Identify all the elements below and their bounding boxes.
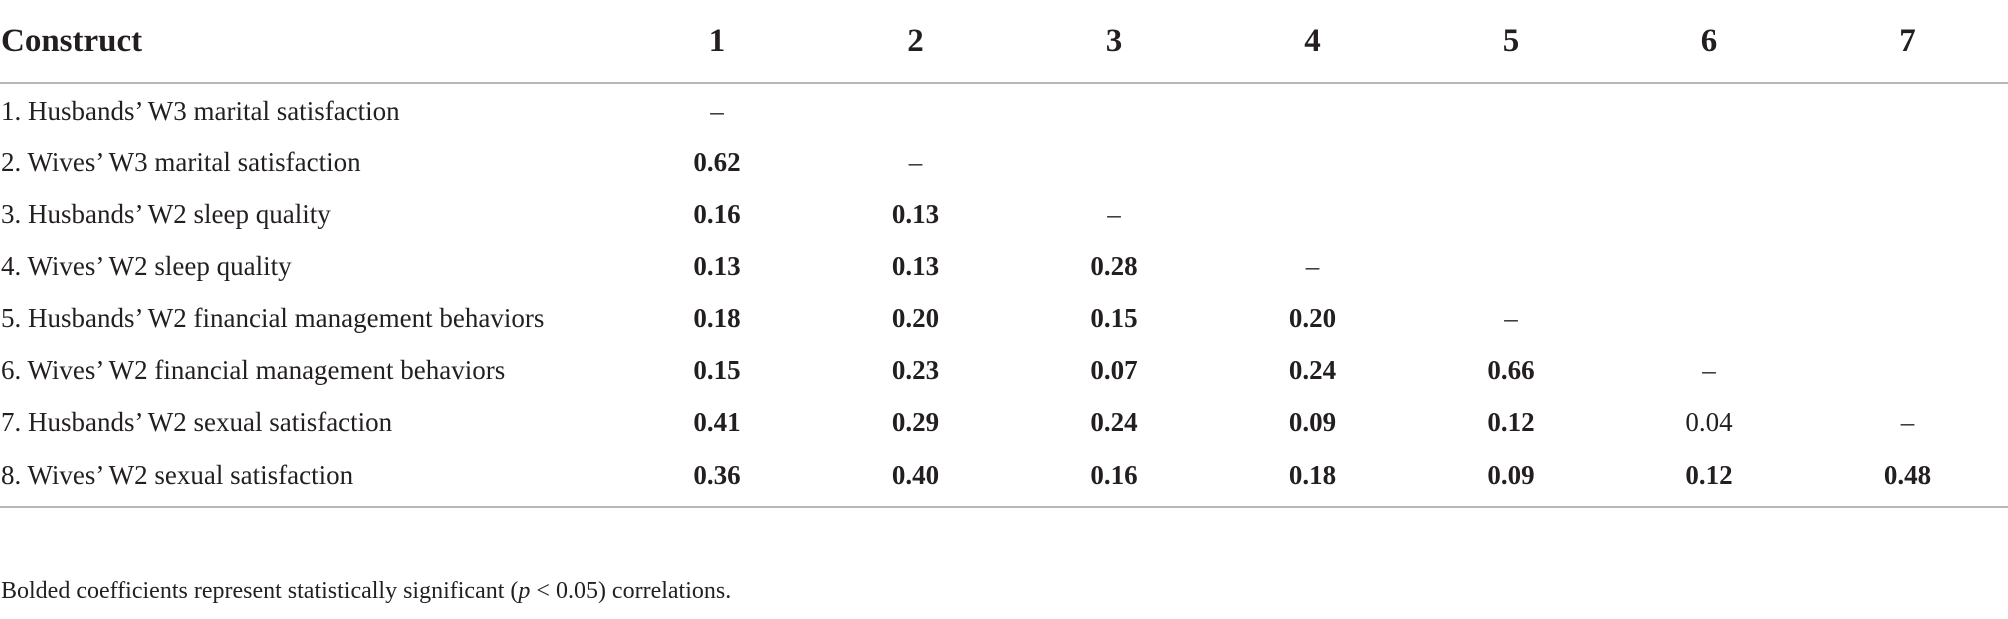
correlation-cell: 0.13 [891, 250, 940, 281]
table-row: 1. Husbands’ W3 marital satisfaction – [0, 83, 2008, 136]
correlation-cell [1807, 344, 2008, 396]
table-row: 6. Wives’ W2 financial management behavi… [0, 344, 2008, 396]
correlation-cell [1611, 136, 1807, 188]
correlation-cell: 0.66 [1487, 354, 1535, 385]
table-row: 8. Wives’ W2 sexual satisfaction 0.36 0.40… [0, 448, 2008, 508]
correlation-cell: – [710, 95, 724, 126]
correlation-cell: 0.62 [693, 146, 741, 177]
correlation-cell: 0.23 [891, 354, 940, 385]
correlation-cell: – [908, 146, 923, 177]
header-col-3: 3 [1014, 0, 1214, 84]
header-col-5: 5 [1411, 0, 1611, 84]
table-body: 1. Husbands’ W3 marital satisfaction –2. … [0, 83, 2008, 508]
correlation-cell: 0.41 [693, 406, 741, 437]
correlation-cell: 0.16 [693, 198, 741, 229]
correlation-cell [1807, 292, 2008, 344]
correlation-cell: 0.48 [1807, 448, 2008, 508]
footnote-text-before: Bolded coefficients represent statistica… [1, 578, 519, 604]
footnote-text-after: < 0.05) correlations. [530, 578, 732, 604]
correlation-cell [1411, 240, 1611, 292]
correlation-cell: – [1702, 354, 1716, 385]
correlation-cell [1611, 188, 1807, 240]
row-label: 2. Wives’ W3 marital satisfaction [1, 146, 361, 177]
correlation-cell: 0.24 [1288, 354, 1337, 385]
correlation-cell [1214, 188, 1411, 240]
row-label: 3. Husbands’ W2 sleep quality [1, 198, 331, 229]
correlation-cell: – [1504, 302, 1518, 333]
row-label: 6. Wives’ W2 financial management behavi… [1, 354, 506, 385]
correlation-cell: 0.15 [693, 354, 741, 385]
correlation-cell: 0.07 [1090, 354, 1138, 385]
correlation-cell [1014, 136, 1214, 188]
table-row: 3. Husbands’ W2 sleep quality 0.16 0.13 – [0, 188, 2008, 240]
correlation-cell: 0.16 [1014, 448, 1214, 508]
correlation-cell: 0.28 [1090, 250, 1138, 281]
correlation-cell: 0.24 [1090, 406, 1138, 437]
table-row: 4. Wives’ W2 sleep quality 0.13 0.13 0.28 – [0, 240, 2008, 292]
correlation-cell [1611, 292, 1807, 344]
table-footnote: Bolded coefficients represent statistica… [1, 578, 731, 605]
row-label: 1. Husbands’ W3 marital satisfaction [1, 95, 400, 126]
header-col-4: 4 [1214, 0, 1411, 84]
correlation-cell [1014, 83, 1214, 136]
footnote-p-symbol: p [518, 578, 531, 604]
correlation-cell: – [1107, 198, 1121, 229]
correlation-cell [1214, 83, 1411, 136]
correlation-cell: 0.20 [1288, 302, 1337, 333]
table-row: 5. Husbands’ W2 financial management beh… [0, 292, 2008, 344]
correlation-cell: 0.18 [1214, 448, 1411, 508]
correlation-cell [1214, 136, 1411, 188]
correlation-cell [1807, 83, 2008, 136]
correlation-table-container: Construct 1 2 3 4 5 6 7 1. Husbands’ W3 … [0, 0, 2008, 508]
correlation-cell: – [1305, 250, 1320, 281]
table-row: 2. Wives’ W3 marital satisfaction 0.62 – [0, 136, 2008, 188]
header-col-1: 1 [617, 0, 817, 84]
correlation-cell: 0.18 [693, 302, 741, 333]
header-col-2: 2 [817, 0, 1014, 84]
correlation-cell: 0.09 [1411, 448, 1611, 508]
correlation-cell: 0.04 [1685, 406, 1733, 437]
correlation-cell: 0.29 [891, 406, 940, 437]
header-construct: Construct [0, 0, 617, 84]
row-label: 7. Husbands’ W2 sexual satisfaction [1, 406, 393, 437]
correlation-cell [1807, 240, 2008, 292]
correlation-cell: 0.13 [891, 198, 940, 229]
correlation-cell: – [1900, 406, 1915, 437]
row-label: 4. Wives’ W2 sleep quality [1, 250, 292, 281]
row-label: 5. Husbands’ W2 financial management beh… [1, 302, 545, 333]
correlation-cell [1807, 188, 2008, 240]
correlation-cell: 0.20 [891, 302, 940, 333]
correlation-cell: 0.15 [1090, 302, 1138, 333]
correlation-cell: 0.12 [1611, 448, 1807, 508]
correlation-cell [1411, 83, 1611, 136]
correlation-cell [1611, 240, 1807, 292]
correlation-cell [1411, 136, 1611, 188]
table-header-row: Construct 1 2 3 4 5 6 7 [0, 0, 2008, 84]
correlation-cell: 0.09 [1288, 406, 1337, 437]
row-label: 8. Wives’ W2 sexual satisfaction [0, 448, 617, 508]
correlation-table: Construct 1 2 3 4 5 6 7 1. Husbands’ W3 … [0, 0, 2008, 508]
correlation-cell [1411, 188, 1611, 240]
correlation-cell [1611, 83, 1807, 136]
correlation-cell [817, 83, 1014, 136]
correlation-cell: 0.12 [1487, 406, 1535, 437]
correlation-cell: 0.40 [817, 448, 1014, 508]
header-col-6: 6 [1611, 0, 1807, 84]
correlation-cell: 0.13 [693, 250, 741, 281]
header-col-7: 7 [1807, 0, 2008, 84]
correlation-cell [1807, 136, 2008, 188]
correlation-cell: 0.36 [617, 448, 817, 508]
table-row: 7. Husbands’ W2 sexual satisfaction 0.41 0… [0, 396, 2008, 448]
